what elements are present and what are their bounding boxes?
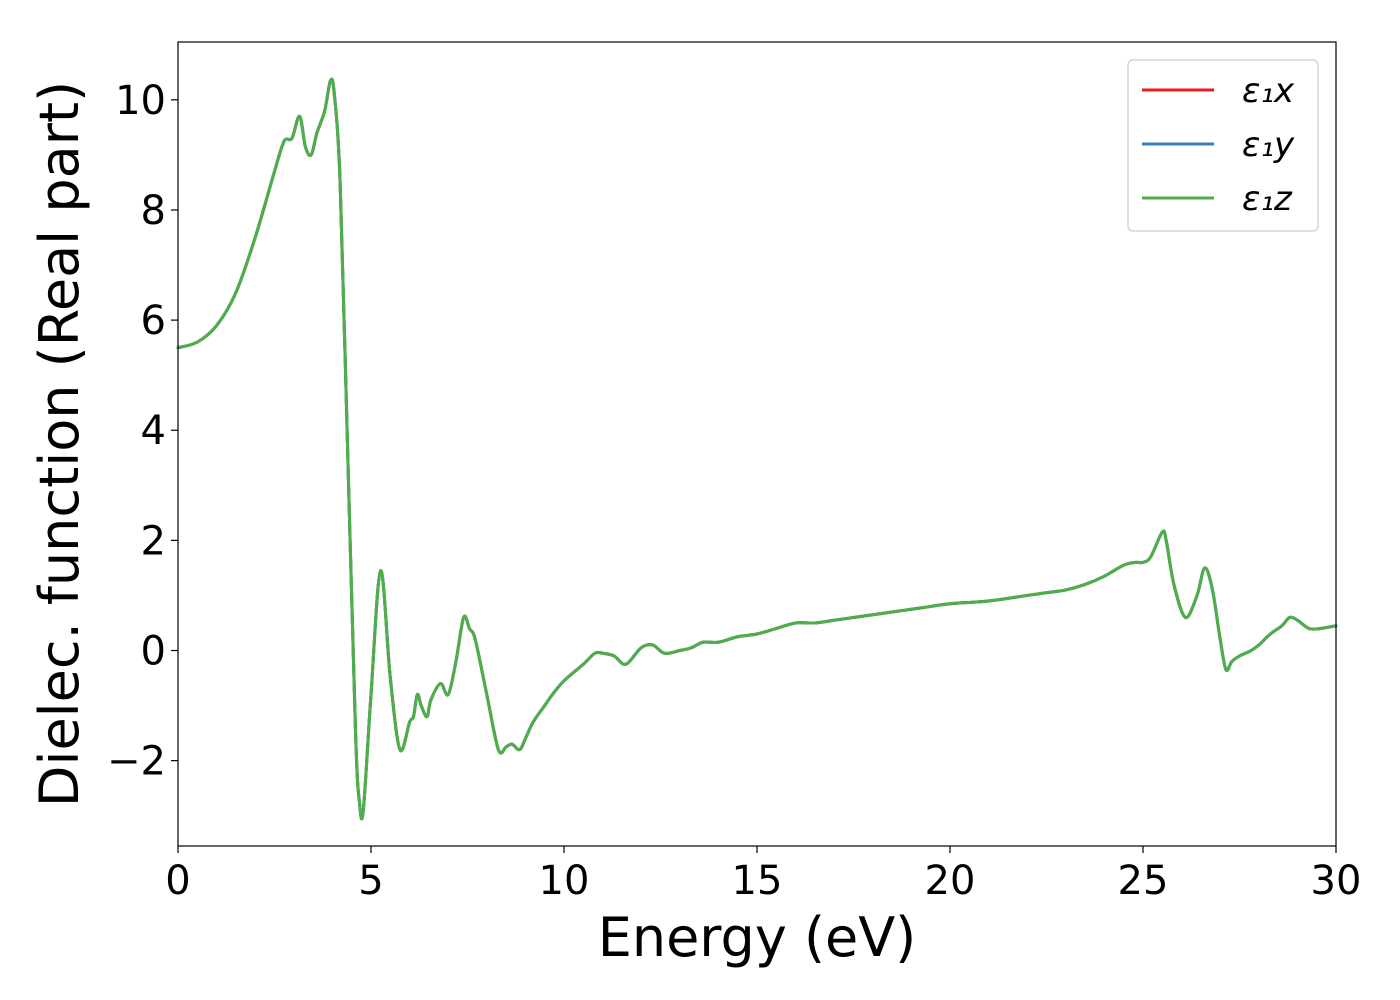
legend-label-1: ε₁x bbox=[1242, 71, 1295, 111]
x-tick-label: 20 bbox=[925, 858, 976, 904]
y-axis-title: Dielec. function (Real part) bbox=[28, 81, 91, 807]
x-axis-title: Energy (eV) bbox=[598, 906, 917, 969]
series-layer bbox=[176, 77, 1338, 821]
y-tick-label: −2 bbox=[107, 739, 166, 785]
legend-label-2: ε₁y bbox=[1242, 125, 1295, 165]
y-tick-label: 4 bbox=[141, 408, 166, 454]
legend-box bbox=[1127, 59, 1319, 232]
legend: ε₁x ε₁y ε₁z bbox=[1127, 59, 1319, 232]
x-tick-label: 5 bbox=[358, 858, 383, 904]
y-tick-label: 0 bbox=[141, 629, 166, 675]
x-tick-label: 25 bbox=[1118, 858, 1169, 904]
y-tick-label: 6 bbox=[141, 298, 166, 344]
y-tick-label: 8 bbox=[141, 188, 166, 234]
y-tick-label: 10 bbox=[115, 78, 166, 124]
y-axis: −2 0 2 4 6 8 10 bbox=[107, 78, 178, 785]
y-tick-label: 2 bbox=[141, 518, 166, 564]
x-tick-label: 30 bbox=[1311, 858, 1362, 904]
series-line-3 bbox=[176, 77, 1338, 821]
x-axis: 0 5 10 15 20 25 30 bbox=[165, 846, 1361, 904]
x-tick-label: 0 bbox=[165, 858, 190, 904]
x-tick-label: 15 bbox=[732, 858, 783, 904]
legend-label-3: ε₁z bbox=[1242, 179, 1293, 219]
x-tick-label: 10 bbox=[539, 858, 590, 904]
